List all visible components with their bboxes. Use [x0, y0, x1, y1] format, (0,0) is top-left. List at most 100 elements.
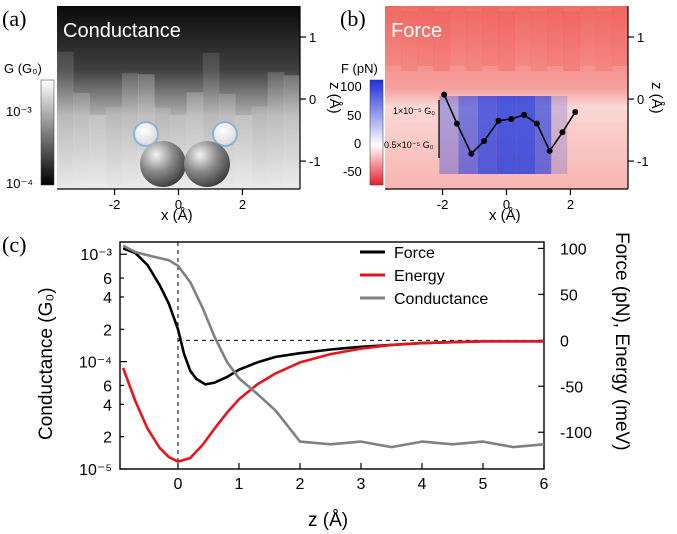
- colorbar-b-tick-50: 50: [347, 108, 361, 123]
- panel-b-xlabel: x (Å): [489, 207, 521, 224]
- panel-b-colorbar: F (pN) 100 50 0 -50: [340, 61, 384, 186]
- heatmap-column: [235, 115, 252, 189]
- inset-point: [521, 111, 528, 118]
- left-tick-label: 4: [103, 397, 112, 414]
- y-tick-label: 0: [309, 92, 316, 107]
- heatmap-column: [530, 11, 548, 71]
- panel-b-axes: -2 0 2 1 0 -1: [385, 6, 649, 212]
- panel-c-letter: (c): [2, 232, 26, 257]
- panel-a-axes: -2 0 2 1 0 -1: [57, 6, 321, 212]
- panel-c-frame: [119, 241, 545, 470]
- inset-point: [572, 109, 579, 115]
- inset-point: [453, 120, 460, 127]
- heatmap-column: [579, 6, 597, 66]
- panel-a-ylabel: z (Å): [326, 82, 343, 114]
- series-line-energy: [121, 340, 544, 463]
- left-tick-label: 6: [103, 271, 112, 288]
- heatmap-column: [547, 6, 564, 66]
- colorbar-b-tick-100: 100: [340, 79, 362, 94]
- panel-c-legend: Force Energy Conductance: [360, 245, 488, 308]
- panel-c-xlabel: z (Å): [308, 510, 348, 531]
- heatmap-column: [433, 11, 451, 71]
- inset-point: [508, 115, 515, 122]
- legend-conductance-label: Conductance: [394, 291, 488, 308]
- y-tick-label: 0: [637, 92, 644, 107]
- heatmap-column: [611, 6, 629, 66]
- left-tick-label: 10⁻³: [80, 247, 112, 264]
- panel-c-ylabel-left: Conductance (G₀): [36, 287, 57, 440]
- y-tick-label: -1: [637, 154, 649, 169]
- y-tick-label: 1: [637, 30, 644, 45]
- right-tick-label: -100: [560, 425, 592, 442]
- molecule-ball-right: [184, 141, 230, 187]
- x-tick-label: -2: [437, 197, 449, 212]
- left-tick-label: 2: [103, 430, 112, 447]
- heatmap-column: [105, 107, 123, 189]
- inset-scale-label-2: 0.5×10⁻⁵ G₀: [384, 140, 434, 150]
- x-tick-label: 2: [296, 476, 305, 493]
- heatmap-column: [121, 73, 139, 189]
- inset-point: [559, 129, 566, 136]
- x-tick-label: 4: [418, 476, 427, 493]
- x-tick-label: 6: [540, 476, 549, 493]
- inset-scale-label-1: 1×10⁻⁵ G₀: [393, 106, 435, 116]
- inset-point: [546, 147, 553, 154]
- x-tick-label: 0: [175, 197, 182, 212]
- x-tick-label: 0: [503, 197, 510, 212]
- legend-energy-label: Energy: [394, 268, 445, 285]
- series-line-conductance: [122, 244, 545, 449]
- heatmap-column: [595, 11, 613, 71]
- colorbar-a-tick-top: 10⁻³: [6, 104, 32, 119]
- heatmap-column: [57, 51, 74, 189]
- colorbar-b-label: F (pN): [341, 61, 378, 76]
- colorbar-a-tick-bottom: 10⁻⁴: [6, 176, 33, 191]
- panel-a-colorbar: G (G₀) 10⁻³ 10⁻⁴: [4, 61, 55, 191]
- force-blue-region: [551, 96, 568, 174]
- x-tick-label: -2: [109, 197, 121, 212]
- inset-point: [481, 138, 488, 144]
- left-tick-label: 10⁻⁴: [79, 355, 112, 372]
- heatmap-column: [563, 11, 580, 71]
- heatmap-column: [251, 106, 269, 189]
- panel-a-title: Conductance: [63, 20, 181, 42]
- panel-a-letter: (a): [2, 6, 26, 31]
- heatmap-column: [498, 11, 516, 71]
- heatmap-column: [283, 75, 301, 189]
- x-tick-label: 3: [357, 476, 366, 493]
- panel-b-heatmap: Force 1×10⁻⁵ G₀ 0.5×10⁻⁵ G₀: [384, 6, 629, 189]
- force-blue-region: [496, 96, 517, 174]
- force-blue-region: [516, 96, 536, 174]
- right-tick-label: 0: [560, 333, 569, 350]
- adatom-small-right: [212, 121, 238, 147]
- heatmap-column: [267, 72, 285, 189]
- x-tick-label: 0: [174, 476, 183, 493]
- heatmap-column: [449, 6, 467, 66]
- molecule-ball-left: [140, 141, 186, 187]
- right-tick-label: -50: [560, 379, 583, 396]
- legend-force-label: Force: [394, 245, 435, 262]
- heatmap-column: [417, 6, 435, 66]
- x-tick-label: 5: [479, 476, 488, 493]
- heatmap-column: [385, 6, 402, 66]
- panel-b-inset-line: [441, 91, 579, 157]
- left-tick-label: 2: [103, 322, 112, 339]
- inset-point: [468, 150, 475, 157]
- force-blue-region: [535, 96, 552, 174]
- left-tick-label: 10⁻⁵: [79, 462, 112, 479]
- panel-b-letter: (b): [340, 6, 366, 31]
- panel-c-ylabel-right: Force (pN), Energy (meV): [611, 232, 632, 451]
- heatmap-column: [89, 114, 107, 189]
- heatmap-column: [482, 6, 499, 66]
- heatmap-column: [466, 11, 483, 71]
- inset-point: [441, 91, 448, 98]
- x-tick-label: 2: [239, 197, 246, 212]
- panel-b-step-overlay: [385, 6, 629, 174]
- adatom-small-left: [133, 121, 159, 147]
- y-tick-label: -1: [309, 154, 321, 169]
- colorbar-a-label: G (G₀): [4, 61, 42, 76]
- panel-a-xlabel: x (Å): [161, 207, 193, 224]
- inset-point: [533, 120, 540, 127]
- heatmap-column: [401, 11, 418, 71]
- colorbar-b-tick-0: 0: [354, 136, 361, 151]
